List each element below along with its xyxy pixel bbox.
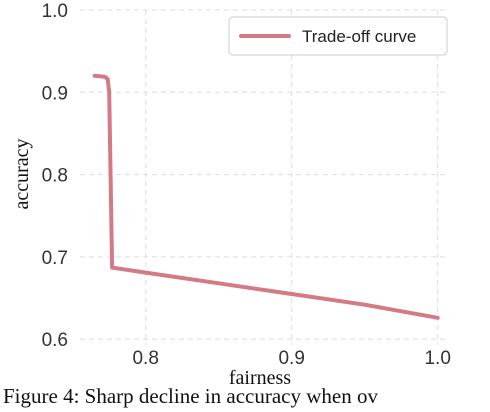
- x-axis: 0.8 0.9 1.0: [132, 348, 450, 369]
- y-tick-label: 0.7: [42, 248, 68, 269]
- y-tick-label: 0.8: [42, 166, 68, 187]
- figure-caption: Figure 4: Sharp decline in accuracy when…: [3, 384, 378, 408]
- grid-lines: [80, 9, 445, 345]
- legend-label: Trade-off curve: [302, 27, 416, 46]
- series-lines: [92, 73, 440, 320]
- legend: Trade-off curve: [228, 16, 448, 56]
- y-tick-label: 0.6: [42, 330, 68, 351]
- y-tick-label: 0.9: [42, 83, 68, 104]
- y-axis: 0.6 0.7 0.8 0.9 1.0: [42, 1, 68, 351]
- x-tick-label: 0.9: [278, 348, 304, 369]
- y-tick-label: 1.0: [42, 1, 68, 22]
- series-line-trade-off-curve: [92, 73, 440, 320]
- y-axis-label: accuracy: [11, 138, 33, 209]
- x-tick-label: 0.8: [132, 348, 158, 369]
- x-axis-label: fairness: [229, 367, 291, 389]
- legend-box: [228, 16, 448, 56]
- x-tick-label: 1.0: [424, 348, 450, 369]
